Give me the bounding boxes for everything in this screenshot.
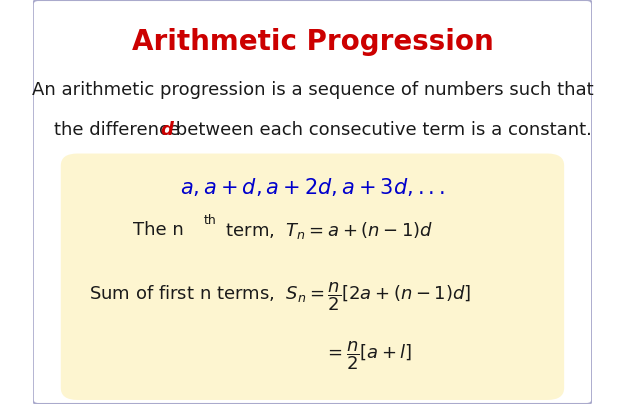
FancyBboxPatch shape (33, 0, 592, 404)
Text: An arithmetic progression is a sequence of numbers such that: An arithmetic progression is a sequence … (31, 81, 593, 99)
Text: Sum of first n terms,  $\mathit{S}_n = \dfrac{n}{2}[2\mathit{a}+(n-1)\mathit{d}]: Sum of first n terms, $\mathit{S}_n = \d… (89, 281, 471, 313)
Text: between each consecutive term is a constant.: between each consecutive term is a const… (170, 121, 592, 139)
FancyBboxPatch shape (61, 154, 564, 400)
Text: d: d (161, 121, 173, 139)
Text: term,  $\mathit{T}_n = \mathit{a} + (n-1)\mathit{d}$: term, $\mathit{T}_n = \mathit{a} + (n-1)… (220, 220, 433, 241)
Text: the difference: the difference (54, 121, 186, 139)
Text: $\mathit{a},\mathit{a}+\mathit{d},\mathit{a}+2\mathit{d},\mathit{a}+3\mathit{d},: $\mathit{a},\mathit{a}+\mathit{d},\mathi… (180, 176, 445, 198)
Text: Arithmetic Progression: Arithmetic Progression (132, 28, 493, 56)
Text: The n: The n (134, 221, 184, 239)
Text: $= \dfrac{n}{2}[\mathit{a}+\mathit{l}]$: $= \dfrac{n}{2}[\mathit{a}+\mathit{l}]$ (324, 339, 412, 372)
Text: th: th (204, 214, 216, 227)
